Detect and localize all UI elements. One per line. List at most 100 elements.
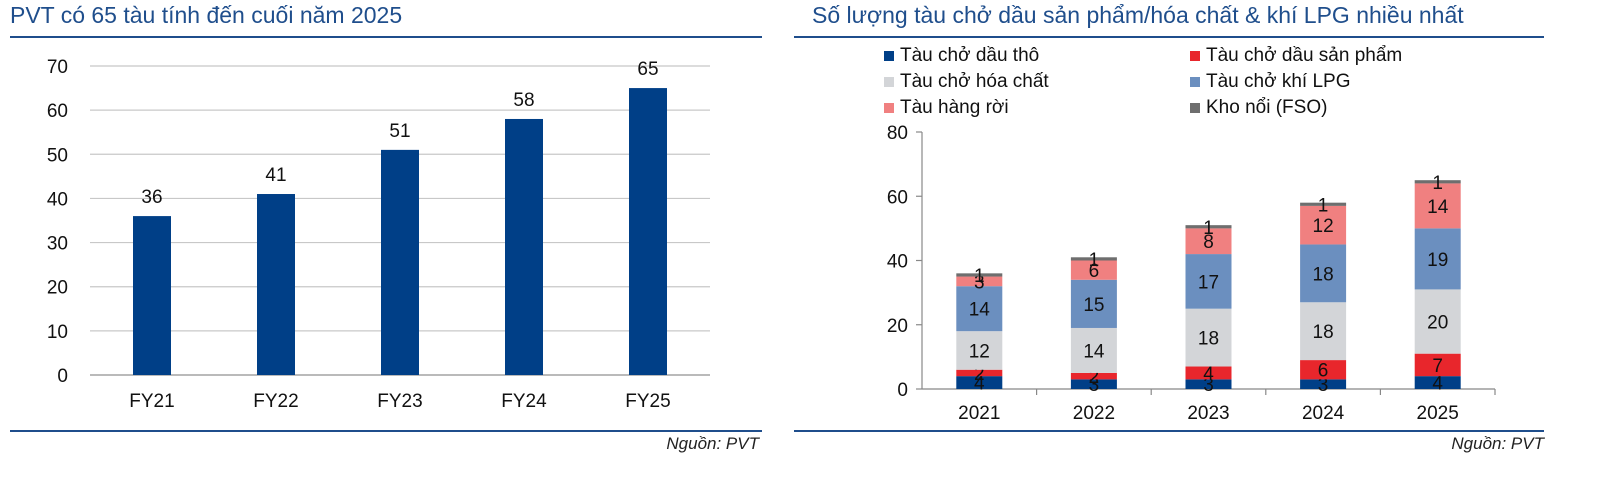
legend-label: Tàu hàng rời <box>900 97 1009 118</box>
x-tick-label: 2025 <box>1417 403 1459 424</box>
bar <box>133 216 171 375</box>
stacked-segment <box>956 369 1003 377</box>
x-tick-label: 2023 <box>1187 403 1229 424</box>
bar <box>505 118 543 375</box>
y-tick-label: 50 <box>47 145 68 166</box>
stacked-segment <box>1300 302 1347 361</box>
right-chart-panel: Số lượng tàu chở dầu sản phẩm/hóa chất &… <box>794 0 1600 478</box>
stacked-segment <box>1185 225 1232 229</box>
stacked-segment <box>1070 260 1117 280</box>
segment-label: 6 <box>1089 261 1100 282</box>
segment-label: 7 <box>1432 356 1443 377</box>
segment-label: 17 <box>1198 272 1219 293</box>
legend-swatch <box>1190 103 1200 113</box>
stacked-segment <box>1300 244 1347 303</box>
stacked-segment <box>1300 202 1347 206</box>
legend-swatch <box>1190 77 1200 87</box>
segment-label: 14 <box>1427 197 1449 218</box>
data-label: 51 <box>389 121 410 142</box>
bar <box>629 88 667 376</box>
x-tick-label: 2022 <box>1073 403 1115 424</box>
y-tick-label: 40 <box>887 252 908 273</box>
segment-label: 18 <box>1198 329 1219 350</box>
segment-label: 12 <box>1313 216 1334 237</box>
legend-swatch <box>884 77 894 87</box>
left-bottom-rule <box>10 430 762 432</box>
stacked-segment <box>1414 183 1461 229</box>
segment-label: 4 <box>1203 364 1214 385</box>
x-tick-label: 2024 <box>1302 403 1345 424</box>
segment-label: 15 <box>1083 295 1104 316</box>
stacked-segment <box>1414 228 1461 290</box>
x-tick-label: FY22 <box>253 391 298 412</box>
stacked-segment <box>1185 254 1232 309</box>
segment-label: 3 <box>1089 375 1100 396</box>
y-tick-label: 0 <box>57 366 68 387</box>
segment-label: 3 <box>1318 375 1329 396</box>
x-tick-label: FY25 <box>625 391 670 412</box>
x-tick-label: FY21 <box>129 391 174 412</box>
legend-label: Tàu chở dầu sản phẩm <box>1206 45 1402 66</box>
y-tick-label: 0 <box>897 380 908 401</box>
legend-label: Tàu chở hóa chất <box>900 71 1049 92</box>
stacked-segment <box>1070 257 1117 261</box>
y-tick-label: 60 <box>47 101 68 122</box>
y-tick-label: 70 <box>47 57 68 78</box>
segment-label: 2 <box>1089 367 1100 388</box>
legend-swatch <box>884 51 894 61</box>
y-tick-label: 20 <box>887 316 908 337</box>
segment-label: 4 <box>974 374 985 395</box>
stacked-segment <box>1185 379 1232 389</box>
y-tick-label: 10 <box>47 322 68 343</box>
stacked-segment <box>1300 360 1347 380</box>
segment-label: 1 <box>974 266 985 287</box>
stacked-segment <box>1300 379 1347 389</box>
legend-label: Tàu chở dầu thô <box>900 45 1039 66</box>
y-tick-label: 30 <box>47 234 68 255</box>
stacked-segment <box>1300 205 1347 245</box>
x-tick-label: 2021 <box>958 403 1000 424</box>
segment-label: 19 <box>1427 250 1448 271</box>
segment-label: 3 <box>1203 375 1214 396</box>
data-label: 41 <box>265 165 286 186</box>
y-tick-label: 80 <box>887 123 908 144</box>
stacked-segment <box>956 331 1003 370</box>
stacked-segment <box>1414 376 1461 389</box>
legend-label: Kho nổi (FSO) <box>1206 97 1327 118</box>
segment-label: 18 <box>1313 264 1334 285</box>
data-label: 58 <box>513 90 534 111</box>
bar <box>381 149 419 375</box>
segment-label: 2 <box>974 364 985 385</box>
y-tick-label: 40 <box>47 189 68 210</box>
legend-label: Tàu chở khí LPG <box>1206 71 1350 92</box>
left-chart-title: PVT có 65 tàu tính đến cuối năm 2025 <box>10 2 403 28</box>
y-tick-label: 20 <box>47 278 68 299</box>
segment-label: 6 <box>1318 361 1329 382</box>
stacked-segment <box>956 376 1003 389</box>
segment-label: 4 <box>1432 374 1443 395</box>
right-stacked-bar-chart: Tàu chở dầu thô Tàu chở dầu sản phẩm Tàu c… <box>884 45 1496 424</box>
segment-label: 3 <box>974 272 985 293</box>
stacked-segment <box>1070 372 1117 380</box>
left-chart-panel: PVT có 65 tàu tính đến cuối năm 2025 0 10… <box>0 0 785 478</box>
segment-label: 14 <box>969 300 991 321</box>
left-title-rule <box>10 36 762 38</box>
segment-label: 1 <box>1203 218 1214 239</box>
segment-label: 14 <box>1083 341 1105 362</box>
left-source-note: Nguồn: PVT <box>666 434 759 453</box>
x-tick-label: FY23 <box>377 391 422 412</box>
stacked-segment <box>1070 379 1117 389</box>
segment-label: 18 <box>1313 322 1334 343</box>
bar <box>257 194 295 375</box>
right-bottom-rule <box>794 430 1544 432</box>
legend-swatch <box>1190 51 1200 61</box>
right-source-note: Nguồn: PVT <box>1451 434 1544 453</box>
stacked-segment <box>1185 228 1232 255</box>
data-label: 65 <box>637 59 658 80</box>
stacked-segment <box>1414 289 1461 354</box>
segment-label: 8 <box>1203 232 1214 253</box>
stacked-segment <box>956 286 1003 332</box>
legend-swatch <box>884 103 894 113</box>
segment-label: 20 <box>1427 313 1448 334</box>
x-tick-label: FY24 <box>501 391 547 412</box>
